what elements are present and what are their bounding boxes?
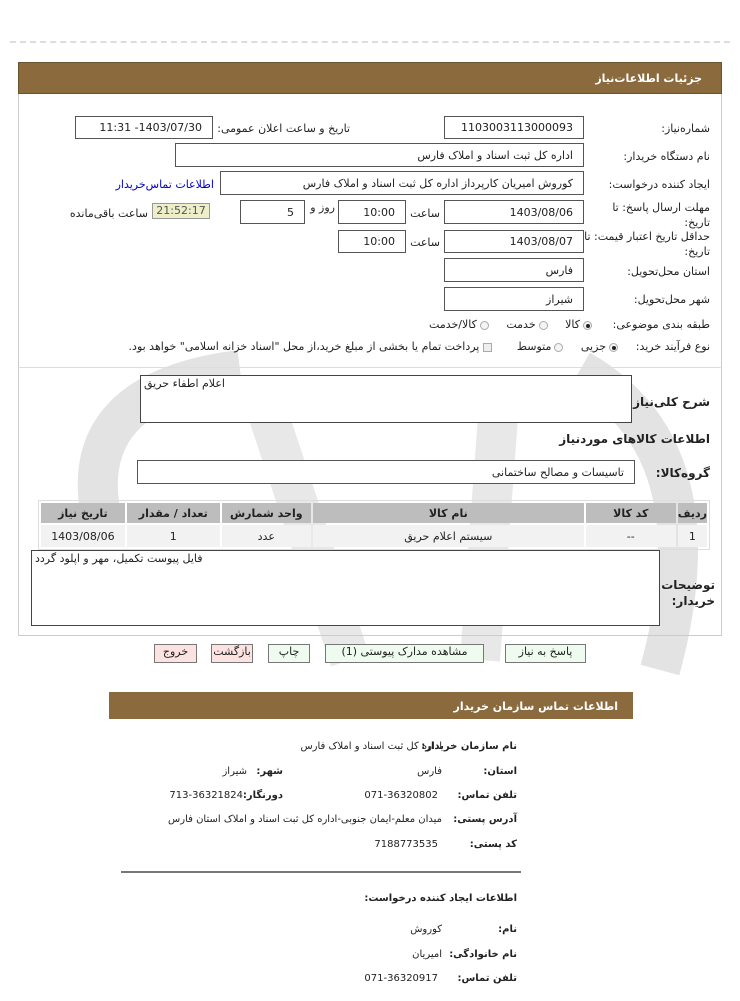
contact-title: اطلاعات تماس سازمان خریدار [453, 700, 618, 713]
col-qty: تعداد / مقدار [126, 503, 220, 523]
exit-button[interactable]: خروج [154, 644, 197, 663]
family-label: نام خانوادگی: [449, 949, 517, 960]
process-label: نوع فرآیند خرید: [635, 340, 710, 353]
deadline-hour-label: ساعت [410, 207, 440, 220]
city-label: شهر محل‌تحویل: [633, 293, 710, 306]
days-label: روز و [310, 201, 335, 214]
col-row: ردیف [677, 503, 707, 523]
header-bar [18, 62, 722, 94]
col-date: تاریخ نیاز [41, 503, 125, 523]
buyer-contact-link[interactable]: اطلاعات تماس‌خریدار [115, 178, 214, 191]
announce-field[interactable]: 1403/07/30- 11:31 [75, 116, 213, 139]
deadline-time-field[interactable]: 10:00 [338, 200, 406, 224]
col-code: کد کالا [585, 503, 676, 523]
buyer-org-field[interactable]: اداره کل ثبت اسناد و املاک فارس [175, 143, 584, 167]
contact-divider [121, 871, 521, 873]
postal-label: کد پستی: [469, 839, 517, 850]
creator-info-title: اطلاعات ایجاد کننده درخواست: [364, 893, 517, 904]
buyer-notes-label: توضیحات خریدار: [661, 578, 715, 608]
org-value: اداره کل ثبت اسناد و املاک فارس [300, 741, 442, 752]
days-field[interactable]: 5 [240, 200, 305, 224]
description-label: شرح کلی‌نیاز: [628, 395, 710, 409]
remaining-timer: 21:52:17 [152, 203, 210, 219]
family-value: امیریان [412, 949, 442, 960]
payment-note: پرداخت تمام یا بخشی از مبلغ خرید،از محل … [128, 340, 480, 353]
back-button[interactable]: بازگشت [211, 644, 253, 663]
province-label: استان محل‌تحویل: [627, 265, 710, 278]
deadline-label: مهلت ارسال پاسخ: تا تاریخ: [612, 201, 710, 229]
group-label: گروه‌کالا: [655, 466, 710, 480]
remaining-label: ساعت باقی‌مانده [69, 207, 148, 220]
name-value: کوروش [410, 924, 442, 935]
city-contact-label: شهر: [256, 766, 283, 777]
validity-hour-label: ساعت [410, 236, 440, 249]
process-radio-group[interactable]: جزیی متوسط پرداخت تمام یا بخشی از مبلغ خ… [129, 340, 618, 353]
announce-label: تاریخ و ساعت اعلان عمومی: [217, 122, 350, 135]
col-name: نام کالا [312, 503, 584, 523]
items-panel [18, 367, 722, 368]
radio-minor[interactable]: جزیی [581, 340, 618, 353]
creator-label: ایجاد کننده درخواست: [608, 178, 710, 191]
need-number-field[interactable]: 1103003113000093 [444, 116, 584, 139]
city-contact-value: شیراز [222, 766, 247, 777]
radio-goods[interactable]: کالا [565, 318, 592, 331]
creator-phone-label: تلفن تماس: [457, 973, 517, 984]
goods-table: ردیف کد کالا نام کالا واحد شمارش تعداد /… [39, 501, 709, 549]
goods-section-title: اطلاعات کالاهای موردنیاز [559, 432, 710, 446]
page-title: جزئیات اطلاعات‌نیاز [595, 72, 702, 85]
col-unit: واحد شمارش [221, 503, 311, 523]
reply-button[interactable]: پاسخ به نیاز [505, 644, 586, 663]
top-divider [10, 41, 730, 43]
phone-value: 071-36320802 [364, 790, 438, 801]
address-value: میدان معلم-ایمان جنوبی-اداره کل ثبت اسنا… [168, 814, 442, 825]
deadline-date-field[interactable]: 1403/08/06 [444, 200, 584, 224]
view-attachments-button[interactable]: مشاهده مدارک پیوستی (1) [325, 644, 484, 663]
postal-value: 7188773535 [374, 839, 438, 850]
creator-field[interactable]: کوروش امیریان کارپرداز اداره کل ثبت اسنا… [220, 171, 584, 195]
buyer-notes-textarea[interactable]: فایل پیوست تکمیل، مهر و اپلود گردد [31, 550, 660, 626]
radio-medium[interactable]: متوسط [517, 340, 564, 353]
phone-label: تلفن تماس: [457, 790, 517, 801]
validity-label: حداقل تاریخ اعتبار قیمت: تا تاریخ: [584, 230, 710, 258]
print-button[interactable]: چاپ [268, 644, 310, 663]
radio-goods-service[interactable]: کالا/خدمت [429, 318, 489, 331]
validity-date-field[interactable]: 1403/08/07 [444, 230, 584, 253]
treasury-checkbox[interactable] [479, 340, 493, 353]
buyer-org-label: نام دستگاه خریدار: [623, 150, 710, 163]
category-label: طبقه بندی موضوعی: [612, 318, 710, 331]
need-number-label: شماره‌نیاز: [661, 122, 710, 135]
validity-time-field[interactable]: 10:00 [338, 230, 406, 253]
table-header-row: ردیف کد کالا نام کالا واحد شمارش تعداد /… [41, 503, 707, 523]
city-field[interactable]: شیراز [444, 287, 584, 311]
fax-value: 713-36321824 [169, 790, 243, 801]
goods-table-wrap: ردیف کد کالا نام کالا واحد شمارش تعداد /… [38, 500, 710, 550]
group-field[interactable]: تاسیسات و مصالح ساختمانی [137, 460, 635, 484]
radio-service[interactable]: خدمت [506, 318, 548, 331]
fax-label: دورنگار: [242, 790, 283, 801]
category-radio-group[interactable]: کالا خدمت کالا/خدمت [429, 318, 592, 331]
province-contact-value: فارس [417, 766, 442, 777]
province-field[interactable]: فارس [444, 258, 584, 282]
org-label: نام سازمان خریدار: [421, 741, 517, 752]
name-label: نام: [498, 924, 517, 935]
table-row: 1 -- سیستم اعلام حریق عدد 1 1403/08/06 [41, 525, 707, 547]
contact-header-bar [109, 692, 633, 719]
creator-phone-value: 071-36320917 [364, 973, 438, 984]
province-contact-label: استان: [483, 766, 517, 777]
address-label: آدرس پستی: [453, 814, 517, 825]
description-textarea[interactable]: اعلام اطفاء حریق [140, 375, 632, 423]
